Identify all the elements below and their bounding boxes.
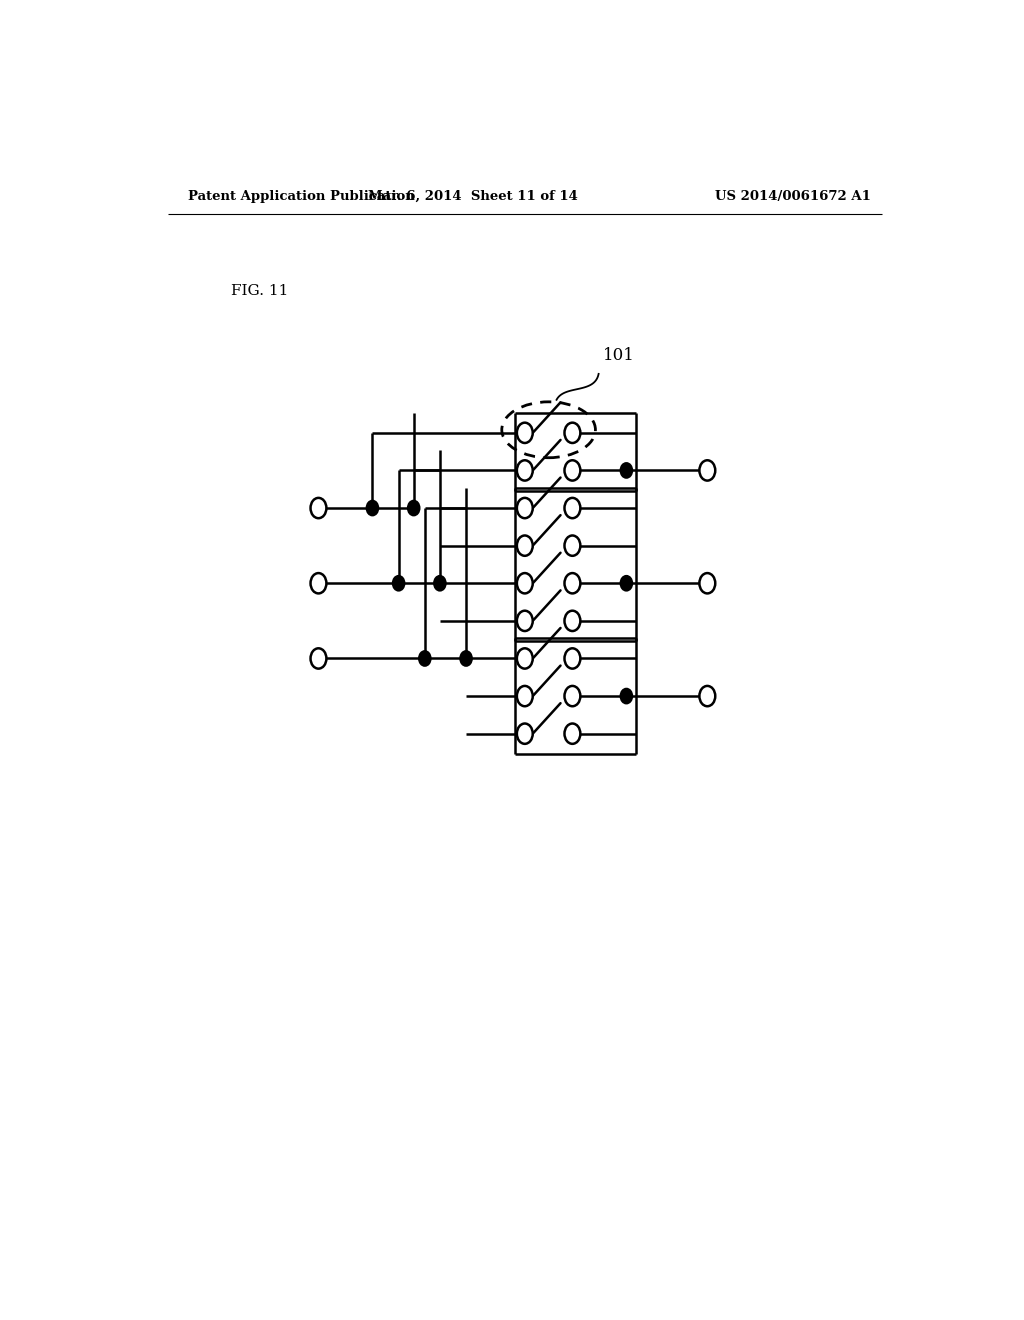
- Circle shape: [517, 573, 532, 594]
- Circle shape: [699, 573, 716, 594]
- Circle shape: [517, 536, 532, 556]
- Circle shape: [517, 422, 532, 444]
- Text: 101: 101: [602, 347, 635, 364]
- Circle shape: [310, 498, 327, 519]
- Circle shape: [409, 500, 419, 515]
- Circle shape: [564, 648, 581, 669]
- Text: Mar. 6, 2014  Sheet 11 of 14: Mar. 6, 2014 Sheet 11 of 14: [369, 190, 579, 202]
- Circle shape: [621, 463, 632, 478]
- Circle shape: [564, 498, 581, 519]
- Circle shape: [461, 651, 472, 665]
- Text: US 2014/0061672 A1: US 2014/0061672 A1: [715, 190, 871, 202]
- Circle shape: [310, 573, 327, 594]
- Circle shape: [517, 498, 532, 519]
- Circle shape: [434, 576, 445, 590]
- Circle shape: [621, 689, 632, 704]
- Circle shape: [517, 686, 532, 706]
- Circle shape: [564, 536, 581, 556]
- Circle shape: [367, 500, 378, 515]
- Circle shape: [393, 576, 404, 590]
- Circle shape: [564, 611, 581, 631]
- Circle shape: [419, 651, 430, 665]
- Text: FIG. 11: FIG. 11: [231, 284, 289, 297]
- Circle shape: [699, 686, 716, 706]
- Circle shape: [621, 576, 632, 590]
- Circle shape: [517, 723, 532, 744]
- Circle shape: [564, 686, 581, 706]
- Circle shape: [517, 648, 532, 669]
- Circle shape: [564, 723, 581, 744]
- Circle shape: [699, 461, 716, 480]
- Circle shape: [310, 648, 327, 669]
- Circle shape: [564, 422, 581, 444]
- Circle shape: [564, 461, 581, 480]
- Circle shape: [517, 461, 532, 480]
- Circle shape: [564, 573, 581, 594]
- Text: Patent Application Publication: Patent Application Publication: [187, 190, 415, 202]
- Circle shape: [517, 611, 532, 631]
